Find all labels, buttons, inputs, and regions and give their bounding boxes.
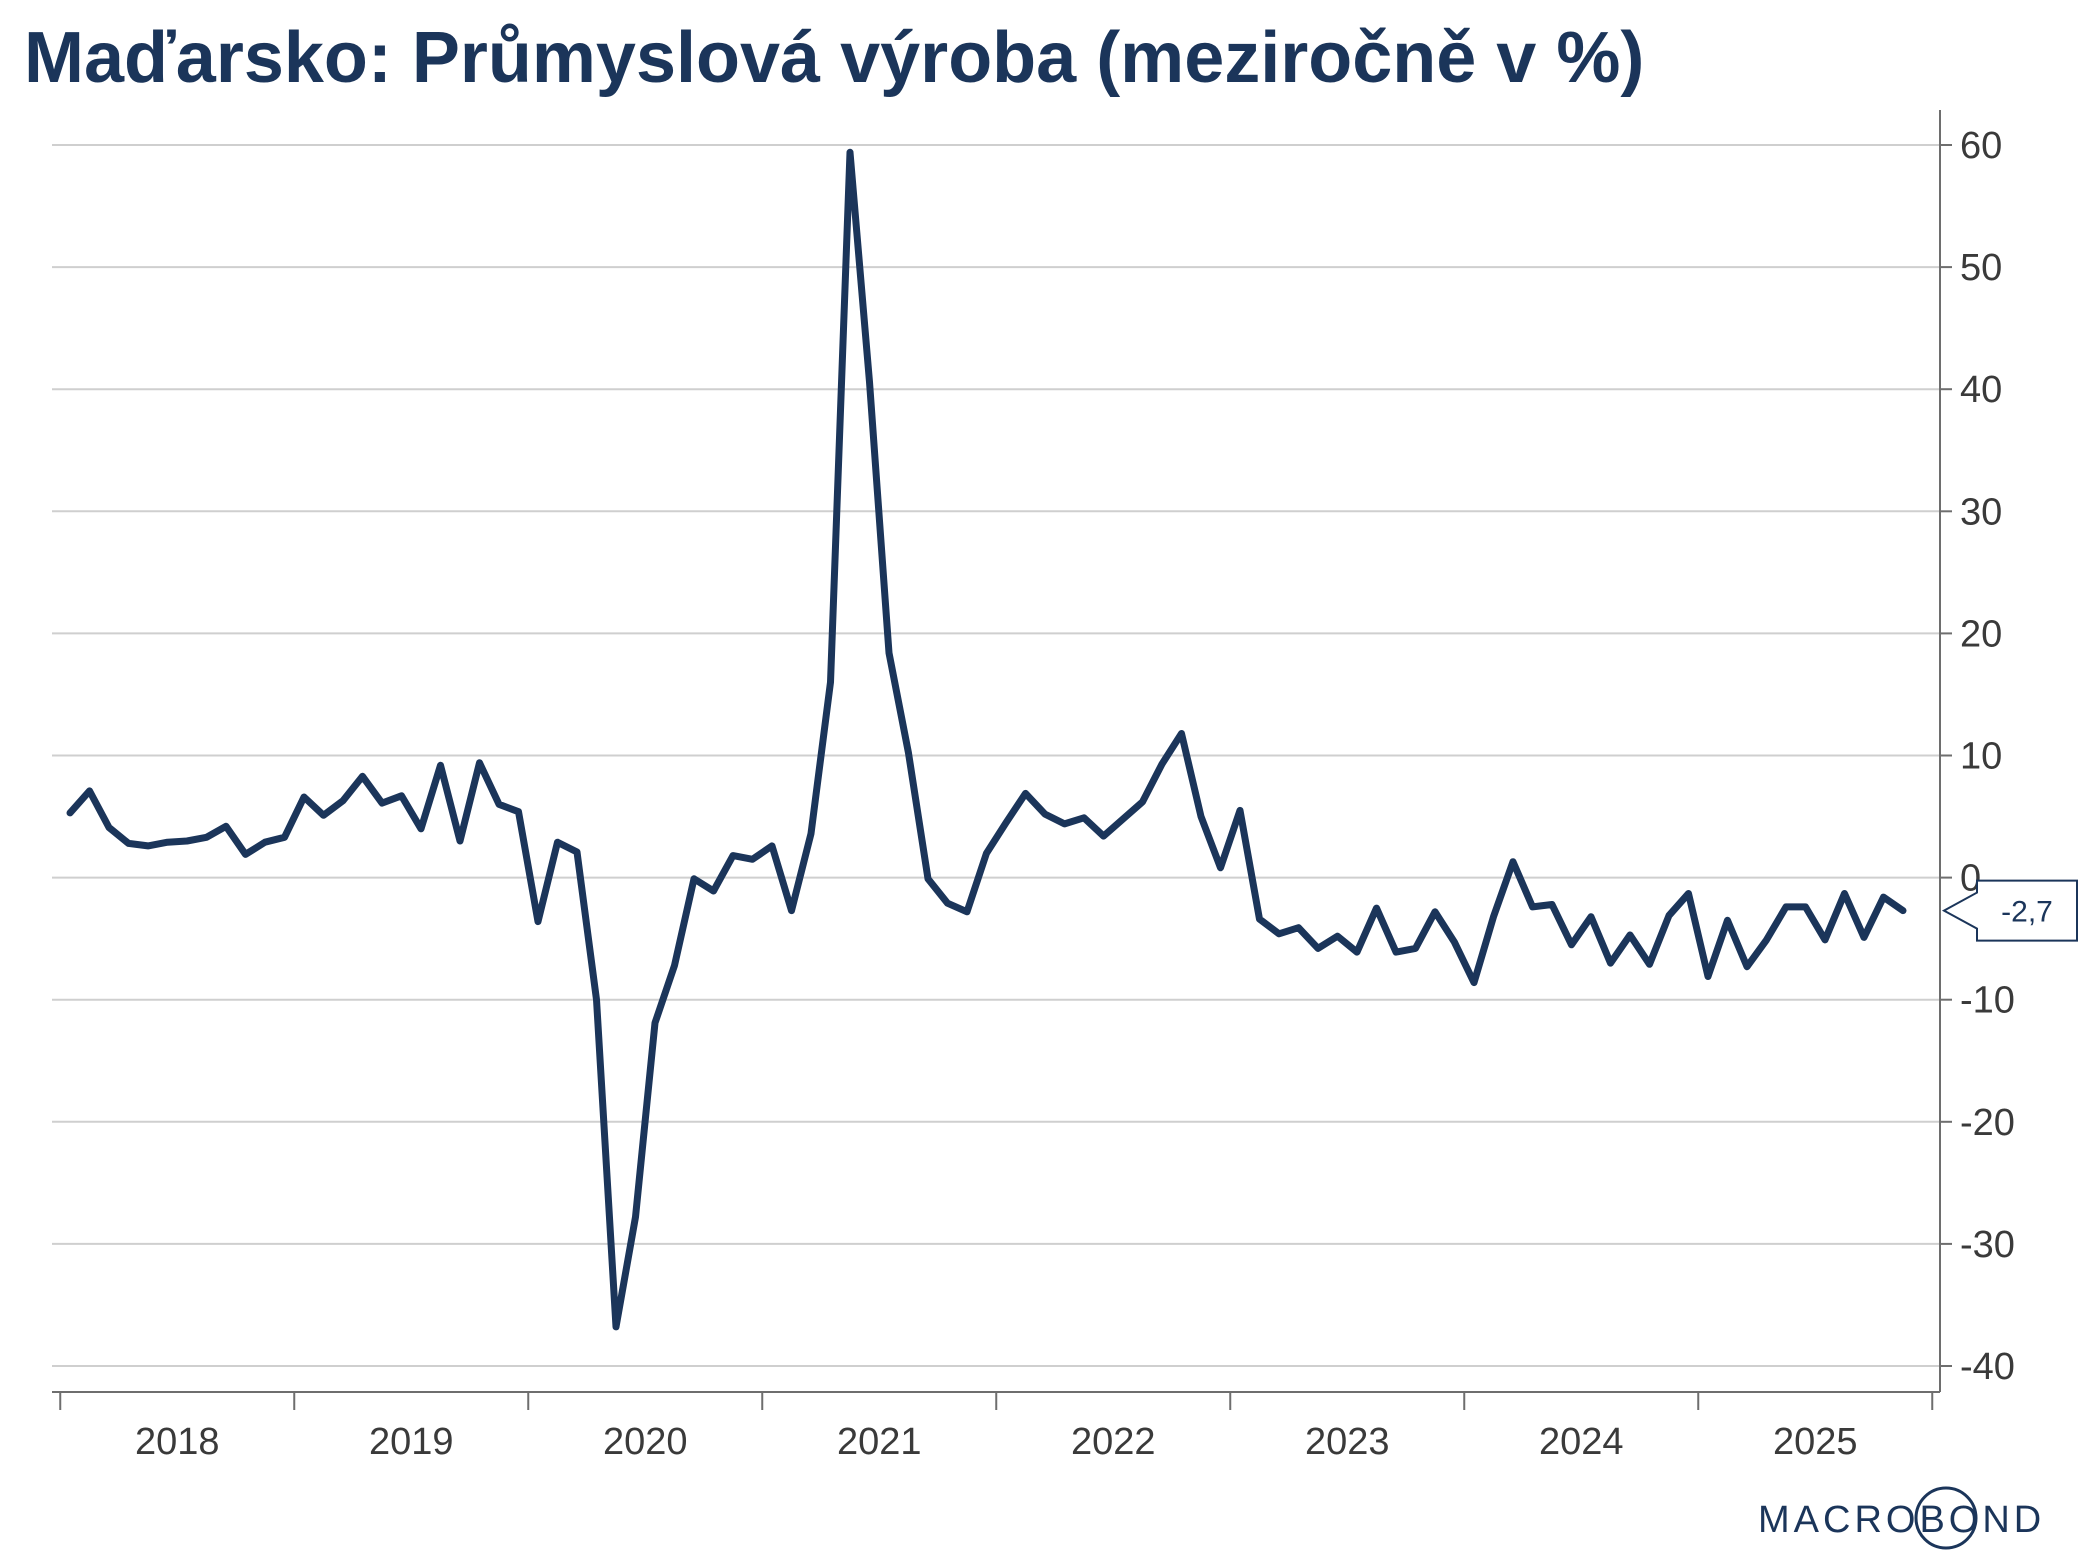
- callout-value: -2,7: [2001, 896, 2053, 929]
- chart-title: Maďarsko: Průmyslová výroba (meziročně v…: [24, 18, 1645, 98]
- x-year-label: 2021: [837, 1421, 922, 1463]
- callout-box: [1941, 879, 2078, 942]
- y-axis-tick-labels: 60 50 40 30 20 10 0 -10 -20 -30 -40: [1960, 125, 2015, 1388]
- y-tick-label: 60: [1960, 125, 2002, 167]
- series-line: [66, 148, 1907, 1331]
- x-year-label: 2023: [1305, 1421, 1390, 1463]
- x-year-label: 2024: [1539, 1421, 1624, 1463]
- macrobond-logo: MACROBOND: [1758, 1486, 2045, 1550]
- series-layer: [66, 148, 1907, 1331]
- last-value-callout: -2,7: [1941, 879, 2078, 942]
- logo-text: MACROBOND: [1758, 1499, 2045, 1541]
- y-tick-label: -10: [1960, 980, 2015, 1022]
- y-tick-label: 30: [1960, 491, 2002, 533]
- x-year-label: 2022: [1071, 1421, 1156, 1463]
- x-year-label: 2020: [603, 1421, 688, 1463]
- y-tick-label: 20: [1960, 613, 2002, 655]
- y-tick-label: 40: [1960, 369, 2002, 411]
- x-axis-year-labels: 2018 2019 2020 2021 2022 2023 2024 2025: [135, 1421, 1858, 1463]
- logo-ring-icon: [1914, 1486, 1978, 1550]
- x-year-label: 2025: [1773, 1421, 1858, 1463]
- y-tick-label: 50: [1960, 247, 2002, 289]
- y-tick-label: 10: [1960, 736, 2002, 778]
- y-tick-label: -20: [1960, 1102, 2015, 1144]
- y-tick-label: -40: [1960, 1346, 2015, 1388]
- y-tick-label: 0: [1960, 858, 1981, 900]
- y-tick-label: -30: [1960, 1224, 2015, 1266]
- gridlines: [52, 144, 1940, 1367]
- axes: [52, 110, 1952, 1410]
- x-year-label: 2019: [369, 1421, 454, 1463]
- x-year-label: 2018: [135, 1421, 220, 1463]
